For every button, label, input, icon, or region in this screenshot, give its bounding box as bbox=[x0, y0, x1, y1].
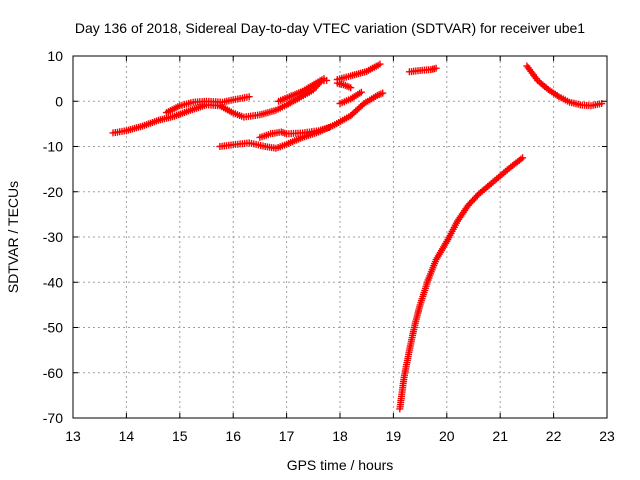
series-arc7 bbox=[333, 79, 355, 92]
y-tick-label: -30 bbox=[43, 229, 63, 245]
x-tick-label: 19 bbox=[386, 428, 402, 444]
x-tick-label: 21 bbox=[492, 428, 508, 444]
y-tick-label: -70 bbox=[43, 410, 63, 426]
series-arc4 bbox=[256, 124, 333, 141]
series-markers bbox=[333, 79, 355, 92]
series-markers bbox=[109, 76, 331, 137]
series-arc8 bbox=[336, 88, 365, 107]
y-axis-label: SDTVAR / TECUs bbox=[5, 181, 21, 293]
series-markers bbox=[523, 62, 606, 110]
y-tick-label: 10 bbox=[47, 48, 63, 64]
data-series bbox=[109, 60, 606, 413]
series-arc10 bbox=[396, 154, 527, 413]
x-tick-label: 13 bbox=[65, 428, 81, 444]
tick-labels: 13 14 15 16 17 18 19 20 21 22 23 -70 -60 -50 -40 -30 -20… bbox=[43, 48, 615, 444]
series-arc1 bbox=[109, 76, 331, 137]
x-axis-label: GPS time / hours bbox=[287, 457, 394, 473]
y-tick-label: -50 bbox=[43, 320, 63, 336]
series-arc6 bbox=[333, 60, 384, 83]
x-tick-label: 16 bbox=[225, 428, 241, 444]
y-tick-label: 0 bbox=[55, 93, 63, 109]
x-tick-label: 18 bbox=[332, 428, 348, 444]
series-arc9 bbox=[405, 64, 440, 76]
y-tick-label: -40 bbox=[43, 274, 63, 290]
y-tick-label: -10 bbox=[43, 139, 63, 155]
series-markers bbox=[396, 154, 527, 413]
series-markers bbox=[333, 60, 384, 83]
grid bbox=[73, 56, 607, 418]
series-arc11 bbox=[523, 62, 606, 110]
chart-title: Day 136 of 2018, Sidereal Day-to-day VTE… bbox=[75, 20, 585, 36]
series-markers bbox=[275, 75, 328, 105]
series-arc2 bbox=[162, 93, 253, 117]
series-arc5 bbox=[275, 75, 328, 105]
x-tick-label: 15 bbox=[172, 428, 188, 444]
series-markers bbox=[405, 64, 440, 76]
x-tick-label: 14 bbox=[119, 428, 135, 444]
x-tick-label: 22 bbox=[546, 428, 562, 444]
x-tick-label: 20 bbox=[439, 428, 455, 444]
x-tick-label: 17 bbox=[279, 428, 295, 444]
x-tick-label: 23 bbox=[599, 428, 615, 444]
y-tick-label: -20 bbox=[43, 184, 63, 200]
y-tick-label: -60 bbox=[43, 365, 63, 381]
